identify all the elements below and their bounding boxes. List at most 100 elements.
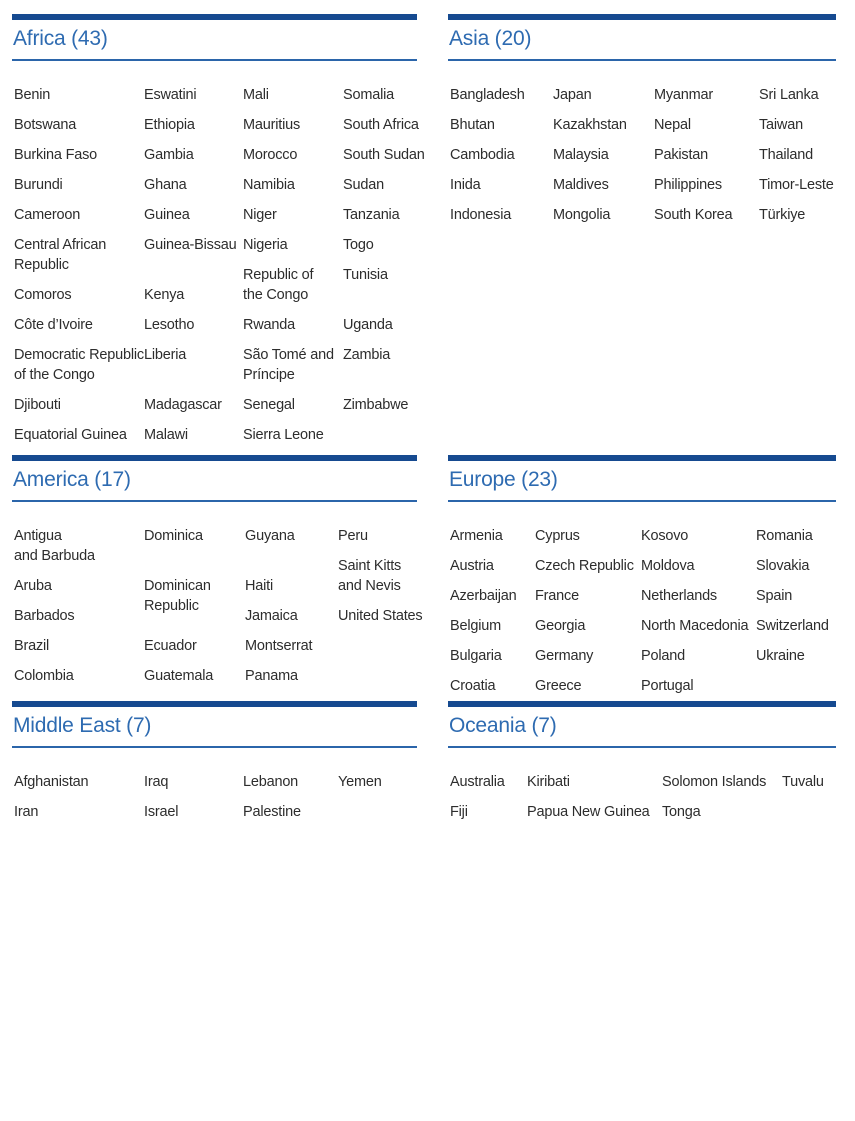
country-item: Slovakia: [756, 558, 810, 574]
country-item: Ghana: [144, 177, 187, 193]
country-item: Romania: [756, 528, 813, 544]
country-item: Dominican Republic: [144, 578, 211, 614]
country-item: Benin: [14, 87, 51, 103]
country-item: Colombia: [14, 668, 74, 684]
country-item: Mauritius: [243, 117, 301, 133]
country-item: Dominica: [144, 528, 203, 544]
country-item: Kiribati: [527, 774, 570, 790]
country-item: Poland: [641, 648, 685, 664]
country-item: Lesotho: [144, 317, 195, 333]
country-item: Israel: [144, 804, 179, 820]
country-item: Germany: [535, 648, 594, 664]
country-item: Guatemala: [144, 668, 214, 684]
country-item: Brazil: [14, 638, 50, 654]
country-item: Myanmar: [654, 87, 714, 103]
country-item: Montserrat: [245, 638, 313, 654]
section-top-border: [448, 14, 836, 20]
country-item: Mali: [243, 87, 269, 103]
country-item: Morocco: [243, 147, 298, 163]
country-item: Maldives: [553, 177, 609, 193]
country-item: Sierra Leone: [243, 427, 324, 443]
country-item: Cambodia: [450, 147, 515, 163]
section-top-border: [448, 701, 836, 707]
section-asia: Asia (20) Bangladesh Bhutan Cambodia Inida In…: [448, 14, 836, 434]
section-top-border: [12, 701, 417, 707]
country-item: Sri Lanka: [759, 87, 819, 103]
country-item: North Macedonia: [641, 618, 749, 634]
country-item: Greece: [535, 678, 582, 694]
country-item: Timor-Leste: [759, 177, 834, 193]
country-item: Djibouti: [14, 397, 61, 413]
country-item: Solomon Islands: [662, 774, 767, 790]
country-item: Somalia: [343, 87, 394, 103]
country-item: South Sudan: [343, 147, 425, 163]
section-title-europe: Europe (23): [449, 468, 558, 491]
country-item: Iraq: [144, 774, 169, 790]
country-item: Burundi: [14, 177, 63, 193]
country-item: Kenya: [144, 287, 185, 303]
country-item: Austria: [450, 558, 494, 574]
section-top-border: [448, 455, 836, 461]
country-item: Tunisia: [343, 267, 388, 283]
country-item: Democratic Republic of the Congo: [14, 347, 144, 383]
country-item: Ecuador: [144, 638, 197, 654]
section-underline: [12, 500, 417, 502]
country-item: Senegal: [243, 397, 295, 413]
country-item: South Africa: [343, 117, 419, 133]
section-underline: [12, 746, 417, 748]
section-oceania: Oceania (7) Australia Fiji Kiribati Papua Ne…: [448, 701, 836, 1121]
country-item: Ukraine: [756, 648, 805, 664]
section-africa: Africa (43) Benin Botswana Burkina Faso Buru…: [12, 14, 425, 443]
country-item: Inida: [450, 177, 481, 193]
country-item: Bangladesh: [450, 87, 525, 103]
country-item: Czech Republic: [535, 558, 634, 574]
country-item: Peru: [338, 528, 368, 544]
country-item: Cyprus: [535, 528, 580, 544]
section-title-asia: Asia (20): [449, 27, 532, 50]
country-item: Côte d’Ivoire: [14, 317, 93, 333]
country-item: Kosovo: [641, 528, 689, 544]
section-europe: Europe (23) Armenia Austria Azerbaijan Belgi…: [448, 455, 836, 875]
country-item: Türkiye: [759, 207, 806, 223]
section-title-america: America (17): [13, 468, 131, 491]
section-title-middle_east: Middle East (7): [13, 714, 152, 737]
section-title-africa: Africa (43): [13, 27, 108, 50]
country-item: Uganda: [343, 317, 393, 333]
country-item: Nepal: [654, 117, 691, 133]
country-item: Antigua and Barbuda: [14, 528, 95, 564]
country-item: South Korea: [654, 207, 733, 223]
country-item: Netherlands: [641, 588, 717, 604]
country-item: Belgium: [450, 618, 501, 634]
country-item: Central African Republic: [14, 237, 107, 273]
country-directory-page: { "page": { "background": "#ffffff" }, "…: [12, 14, 836, 820]
country-item: Mongolia: [553, 207, 611, 223]
section-top-border: [12, 455, 417, 461]
country-item: Azerbaijan: [450, 588, 517, 604]
country-item: Cameroon: [14, 207, 81, 223]
country-item: Republic of the Congo: [243, 267, 314, 303]
country-item: Spain: [756, 588, 793, 604]
country-item: Eswatini: [144, 87, 197, 103]
country-item: Ethiopia: [144, 117, 195, 133]
country-item: Equatorial Guinea: [14, 427, 127, 443]
country-item: Kazakhstan: [553, 117, 627, 133]
country-item: Tanzania: [343, 207, 400, 223]
section-underline: [448, 59, 836, 61]
country-item: Zimbabwe: [343, 397, 409, 413]
country-item: United States: [338, 608, 423, 624]
country-item: Fiji: [450, 804, 468, 820]
country-item: Switzerland: [756, 618, 829, 634]
country-item: Barbados: [14, 608, 75, 624]
country-item: Tuvalu: [782, 774, 824, 790]
country-item: Saint Kitts and Nevis: [338, 558, 402, 594]
country-item: Guyana: [245, 528, 295, 544]
country-item: Palestine: [243, 804, 301, 820]
country-item: Malaysia: [553, 147, 609, 163]
country-item: Niger: [243, 207, 277, 223]
country-item: Togo: [343, 237, 374, 253]
country-item: Zambia: [343, 347, 391, 363]
country-item: Guinea-Bissau: [144, 237, 237, 253]
country-item: Afghanistan: [14, 774, 89, 790]
country-item: Armenia: [450, 528, 503, 544]
section-underline: [12, 59, 417, 61]
